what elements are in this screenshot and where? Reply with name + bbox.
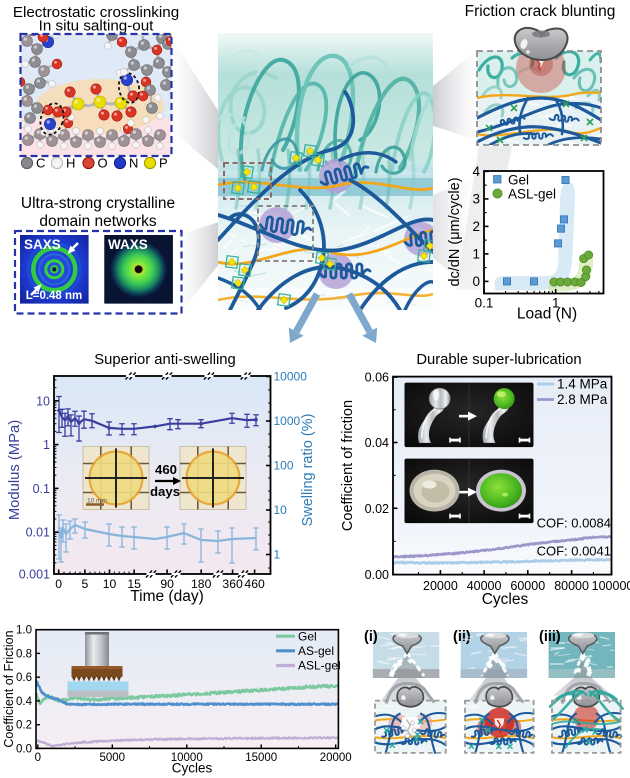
svg-text:days: days (150, 484, 180, 499)
svg-text:0.0: 0.0 (16, 743, 32, 755)
svg-text:ASL-gel: ASL-gel (298, 659, 341, 673)
svg-text:10: 10 (103, 577, 117, 591)
svg-text:Coefficient of Friction: Coefficient of Friction (2, 630, 16, 747)
svg-text:0.00: 0.00 (365, 568, 389, 582)
svg-text:Superior anti-swelling: Superior anti-swelling (94, 352, 235, 368)
svg-text:SAXS: SAXS (24, 237, 61, 252)
svg-text:20000: 20000 (423, 579, 458, 593)
svg-text:Durable super-lubrication: Durable super-lubrication (416, 352, 581, 368)
svg-text:15: 15 (127, 577, 141, 591)
svg-text:COF: 0.0041: COF: 0.0041 (537, 544, 611, 559)
svg-text:AS-gel: AS-gel (298, 644, 334, 658)
svg-text:L=0.48 nm: L=0.48 nm (26, 290, 83, 302)
svg-text:180: 180 (191, 577, 212, 591)
svg-text:1: 1 (43, 438, 50, 452)
svg-text:0.02: 0.02 (365, 502, 389, 516)
svg-text:Friction crack blunting: Friction crack blunting (465, 3, 616, 20)
svg-text:2: 2 (472, 219, 480, 234)
svg-text:40000: 40000 (467, 579, 502, 593)
svg-text:60000: 60000 (510, 579, 545, 593)
svg-text:460: 460 (244, 577, 265, 591)
svg-text:10000: 10000 (171, 752, 203, 764)
svg-text:0.1: 0.1 (475, 296, 494, 311)
svg-text:Electrostatic crosslinking: Electrostatic crosslinking (13, 4, 179, 21)
svg-text:Cycles: Cycles (482, 591, 529, 608)
svg-text:0.06: 0.06 (365, 371, 389, 385)
svg-text:10000: 10000 (274, 370, 308, 384)
svg-text:Time (day): Time (day) (130, 588, 204, 605)
svg-text:460: 460 (155, 462, 177, 477)
svg-text:Gel: Gel (298, 630, 317, 644)
svg-text:1.4 MPa: 1.4 MPa (557, 377, 608, 392)
svg-text:100: 100 (274, 459, 294, 473)
svg-text:H: H (66, 156, 75, 171)
svg-text:4: 4 (472, 164, 480, 179)
svg-text:5: 5 (82, 577, 89, 591)
svg-text:Modulus (MPa): Modulus (MPa) (7, 420, 23, 520)
svg-text:1: 1 (552, 296, 560, 311)
svg-text:Swelling ratio (%): Swelling ratio (%) (300, 414, 316, 527)
svg-text:0.6: 0.6 (16, 672, 32, 684)
svg-text:In situ salting-out: In situ salting-out (39, 18, 155, 35)
svg-text:0.2: 0.2 (16, 720, 32, 732)
svg-text:10: 10 (274, 503, 288, 517)
svg-text:0: 0 (35, 752, 41, 764)
svg-text:(ii): (ii) (453, 629, 471, 645)
svg-text:10: 10 (36, 395, 50, 409)
svg-text:0.001: 0.001 (19, 568, 50, 582)
svg-text:90: 90 (160, 577, 174, 591)
svg-text:0.01: 0.01 (26, 526, 50, 540)
svg-text:0.8: 0.8 (16, 648, 32, 660)
svg-text:0: 0 (55, 577, 62, 591)
svg-text:WAXS: WAXS (108, 237, 148, 252)
svg-text:O: O (98, 156, 108, 171)
svg-text:Ultra-strong crystalline: Ultra-strong crystalline (21, 195, 175, 212)
svg-text:C: C (36, 156, 45, 171)
svg-text:Gel: Gel (508, 173, 529, 188)
svg-text:0.04: 0.04 (365, 436, 389, 450)
svg-text:ASL-gel: ASL-gel (508, 187, 556, 202)
svg-text:domain networks: domain networks (39, 213, 156, 230)
svg-text:2.8 MPa: 2.8 MPa (557, 392, 608, 407)
svg-text:10 mm: 10 mm (87, 498, 107, 505)
svg-text:0.1: 0.1 (33, 482, 50, 496)
svg-text:3: 3 (472, 191, 480, 206)
svg-text:COF: 0.0084: COF: 0.0084 (537, 516, 611, 531)
svg-text:1.0: 1.0 (16, 625, 32, 637)
svg-text:80000: 80000 (554, 579, 589, 593)
svg-text:0: 0 (472, 274, 480, 289)
svg-text:360: 360 (222, 577, 243, 591)
svg-text:15000: 15000 (245, 752, 277, 764)
svg-text:N: N (129, 156, 138, 171)
svg-text:5000: 5000 (99, 752, 125, 764)
svg-text:20000: 20000 (320, 752, 352, 764)
svg-text:1: 1 (274, 548, 281, 562)
svg-text:Load (N): Load (N) (517, 306, 577, 323)
svg-text:(i): (i) (364, 629, 378, 645)
svg-text:dc/dN (μm/cycle): dc/dN (μm/cycle) (447, 177, 463, 286)
svg-text:1: 1 (472, 246, 480, 261)
svg-text:Cycles: Cycles (172, 761, 213, 776)
svg-text:100000: 100000 (592, 579, 630, 593)
svg-text:Coefficient of friction: Coefficient of friction (340, 400, 356, 531)
svg-text:1000: 1000 (274, 414, 301, 428)
svg-text:(iii): (iii) (539, 629, 561, 645)
svg-text:P: P (159, 156, 168, 171)
svg-text:0.4: 0.4 (16, 696, 33, 708)
